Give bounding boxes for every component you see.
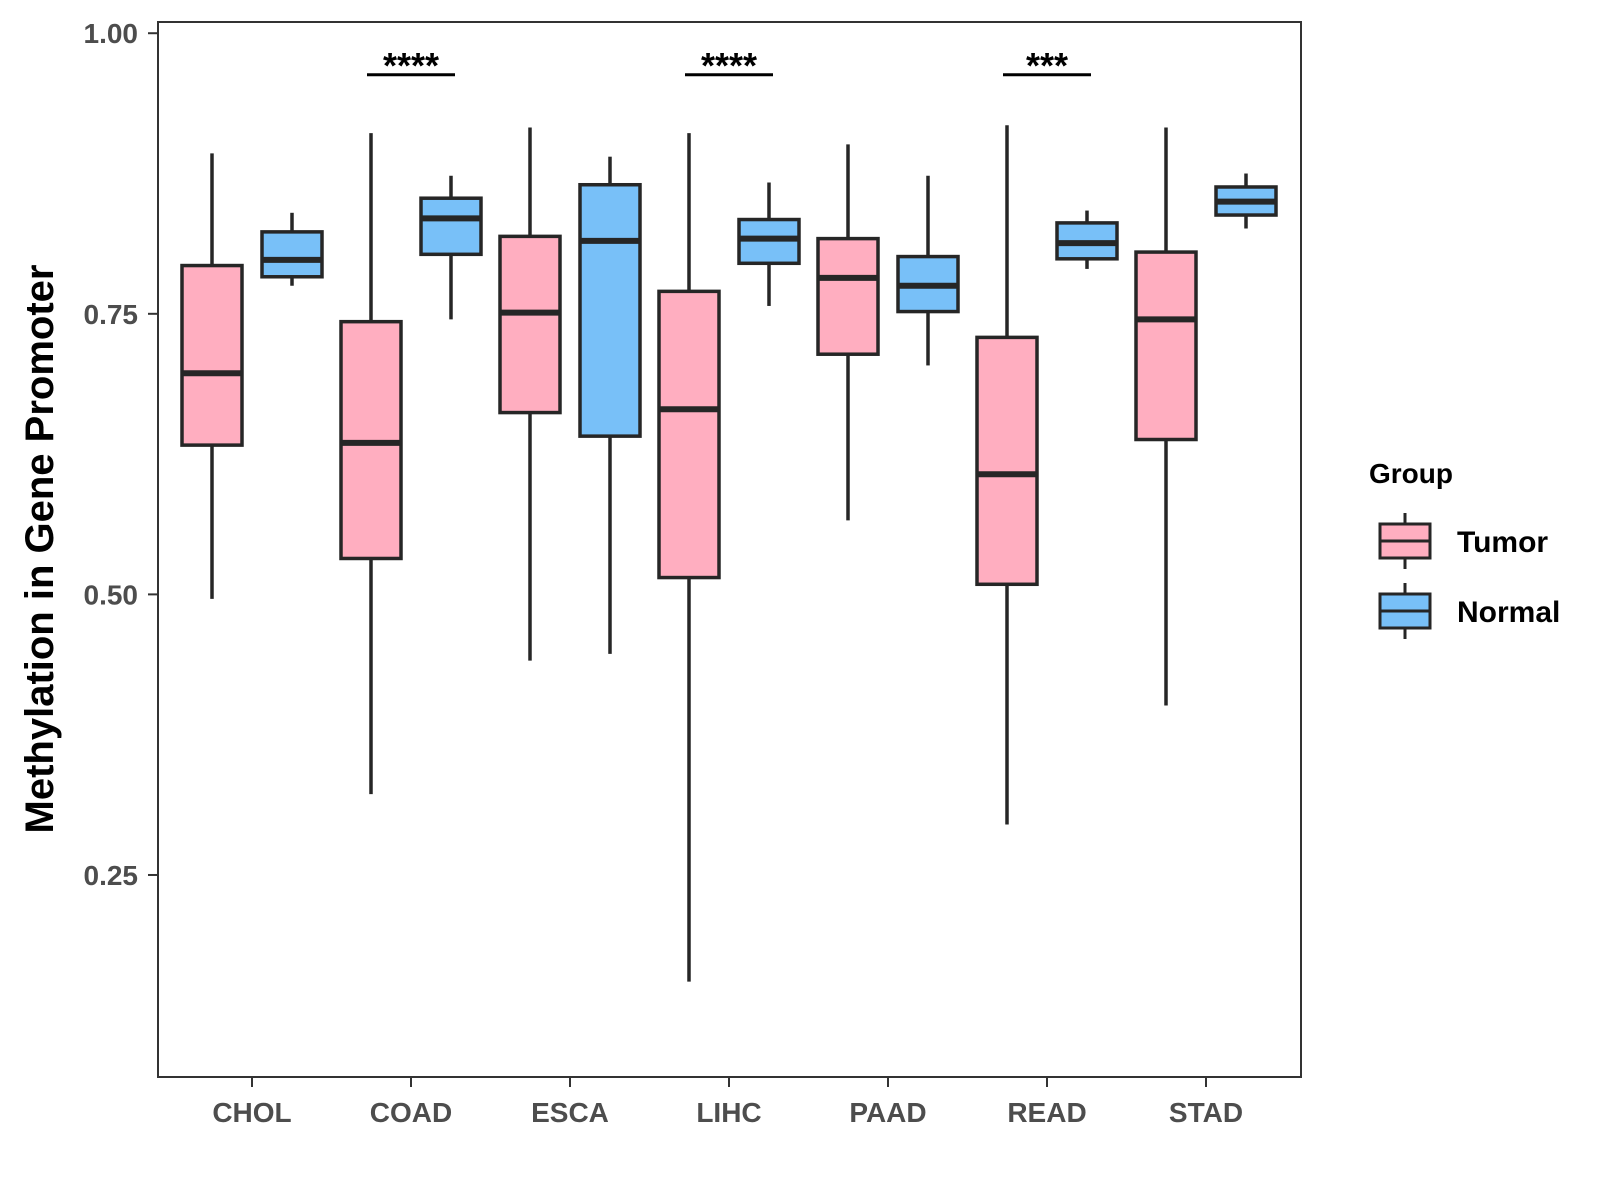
box-body: [498, 234, 562, 415]
y-axis: 0.25 0.50 0.75 1.00: [84, 18, 158, 891]
box-body: [578, 182, 642, 438]
box-tumor-stad: [1134, 127, 1198, 706]
box-normal-chol: [260, 212, 324, 286]
y-tick-label: 0.75: [84, 299, 139, 330]
y-tick-label: 1.00: [84, 18, 139, 49]
boxes-layer: [180, 125, 1278, 982]
box-tumor-paad: [816, 144, 880, 521]
box-normal-coad: [419, 175, 483, 320]
box-body: [975, 335, 1039, 587]
x-tick-label: PAAD: [849, 1097, 926, 1128]
box-body: [180, 263, 244, 447]
x-axis: CHOL COAD ESCA LIHC PAAD READ STAD: [212, 1077, 1243, 1128]
box-normal-lihc: [737, 182, 801, 306]
x-tick-label: READ: [1007, 1097, 1086, 1128]
x-tick-label: CHOL: [212, 1097, 291, 1128]
box-tumor-read: [975, 125, 1039, 825]
box-body: [260, 230, 324, 279]
y-axis-label: Methylation in Gene Promoter: [18, 265, 62, 834]
box-body: [1134, 250, 1198, 442]
y-tick-label: 0.50: [84, 579, 139, 610]
box-normal-read: [1055, 210, 1119, 269]
x-tick-label: LIHC: [696, 1097, 761, 1128]
legend-title: Group: [1369, 458, 1453, 489]
box-tumor-chol: [180, 153, 244, 599]
x-tick-label: ESCA: [531, 1097, 609, 1128]
x-tick-label: STAD: [1169, 1097, 1243, 1128]
legend-item-tumor: Tumor: [1378, 513, 1548, 569]
box-tumor-lihc: [657, 133, 721, 982]
legend-label: Tumor: [1457, 526, 1548, 559]
x-tick-label: COAD: [370, 1097, 452, 1128]
box-tumor-esca: [498, 127, 562, 661]
box-body: [816, 236, 880, 356]
y-tick-label: 0.25: [84, 860, 139, 891]
legend: Group Tumor Normal: [1369, 458, 1560, 639]
significance-label: ****: [383, 45, 439, 86]
significance-annotations: **** **** ***: [367, 45, 1091, 86]
box-normal-stad: [1214, 173, 1278, 229]
box-normal-esca: [578, 156, 642, 654]
box-tumor-coad: [339, 133, 403, 795]
significance-label: ***: [1026, 45, 1068, 86]
box-body: [419, 196, 483, 257]
plot-background: [158, 22, 1301, 1077]
significance-label: ****: [701, 45, 757, 86]
legend-label: Normal: [1457, 596, 1560, 629]
box-normal-paad: [896, 175, 960, 366]
legend-item-normal: Normal: [1378, 583, 1560, 639]
box-body: [657, 289, 721, 580]
